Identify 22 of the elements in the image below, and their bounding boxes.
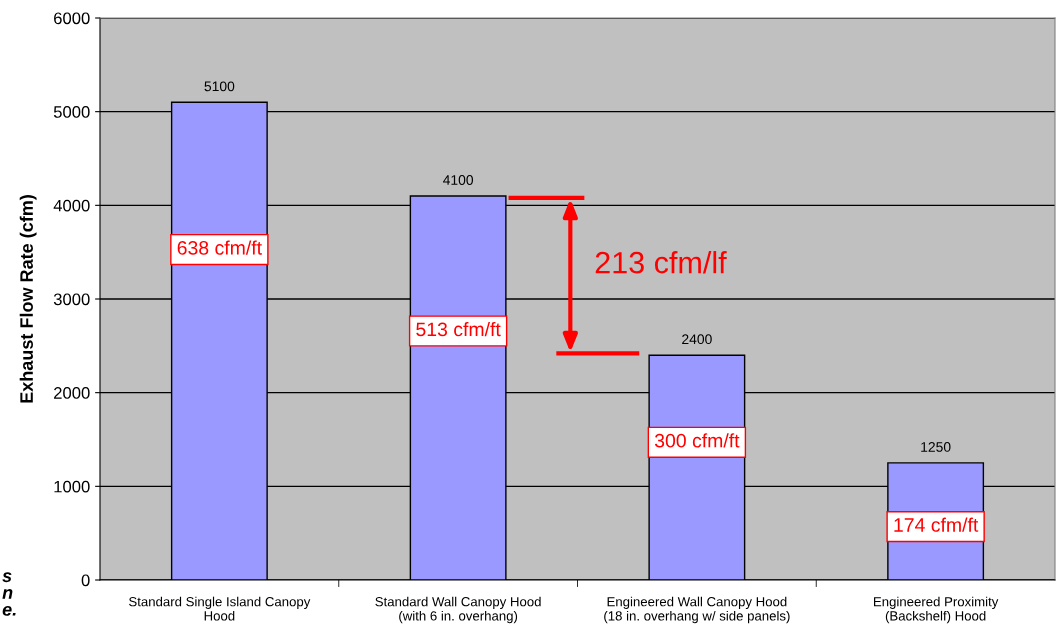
annotation: 213 cfm/lf <box>595 251 727 274</box>
y-tick-label: 3000 <box>53 293 90 306</box>
data-label: 5100 <box>204 81 235 92</box>
x-tick-label: Standard Single Island Canopy Hood <box>129 596 311 621</box>
annotation: 513 cfm/ft <box>416 321 501 337</box>
y-tick-label: 4000 <box>53 199 90 212</box>
y-tick-label: 0 <box>81 574 90 587</box>
annotation: 300 cfm/ft <box>654 433 740 448</box>
annotation: 638 cfm/ft <box>177 240 262 255</box>
x-tick-label: Engineered Wall Canopy Hood (18 in. overhang w/ side panels) <box>604 596 790 624</box>
y-tick-label: 2000 <box>54 387 90 399</box>
annotation: 174 cfm/ft <box>894 517 979 532</box>
data-label: 2400 <box>682 334 712 345</box>
x-tick-label: Standard Wall Canopy Hood (with 6 in. overhang) <box>375 596 541 624</box>
text: s n e. <box>2 572 16 616</box>
y-tick-label: 6000 <box>54 12 90 25</box>
x-tick-label: Engineered Proximity (Backshelf) Hood <box>874 596 999 624</box>
y-tick-label: 1000 <box>54 480 90 493</box>
y-axis-title: Exhaust Flow Rate (cfm) <box>19 195 37 403</box>
y-tick-label: 5000 <box>53 106 90 118</box>
data-label: 4100 <box>443 175 474 185</box>
data-label: 1250 <box>921 442 951 452</box>
